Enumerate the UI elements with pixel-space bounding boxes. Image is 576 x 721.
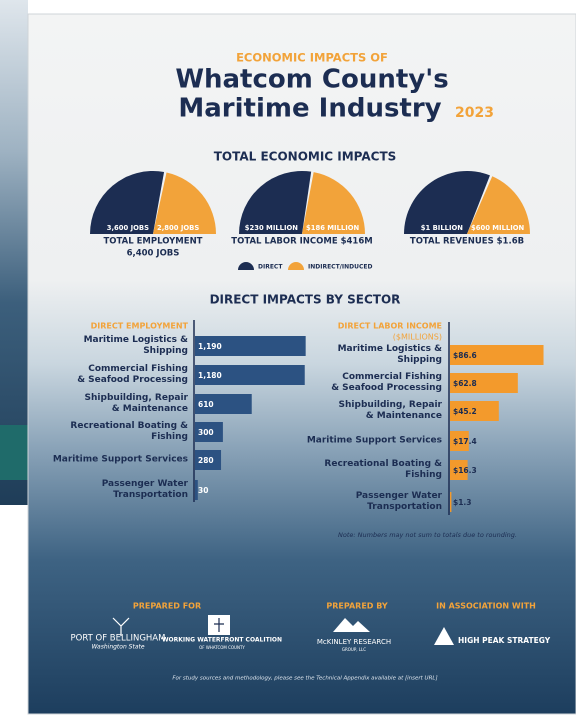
bar-value-label: $17.4 <box>453 437 477 446</box>
port-name: PORT OF BELLINGHAM <box>71 634 166 644</box>
kicker: ECONOMIC IMPACTS OF <box>236 51 388 65</box>
title-year: 2023 <box>455 105 494 121</box>
pie-value-label: $600 MILLION <box>471 224 525 232</box>
bar-value-label: $45.2 <box>453 407 477 416</box>
bar-value-label: $86.6 <box>453 351 477 360</box>
bar-value-label: $62.8 <box>453 379 477 388</box>
bar-category-label: Passenger Water Transportation <box>38 479 188 501</box>
pie-value-label: $230 MILLION <box>245 224 299 232</box>
pie-value-label: 2,800 JOBS <box>157 224 199 232</box>
pie-title: TOTAL LABOR INCOME $416M <box>231 237 372 247</box>
bar-chart-title: DIRECT EMPLOYMENT <box>91 322 189 331</box>
bar <box>450 492 451 512</box>
mckinley-name: McKINLEY RESEARCH <box>317 638 391 646</box>
legend-label: INDIRECT/INDUCED <box>308 264 372 271</box>
mckinley-sub: GROUP, LLC <box>342 647 366 652</box>
side-banner <box>0 425 28 480</box>
bar-chart-subtitle: ($MILLIONS) <box>393 333 442 342</box>
section-title: TOTAL ECONOMIC IMPACTS <box>214 150 397 164</box>
canvas: ECONOMIC IMPACTS OF Whatcom County's Mar… <box>0 0 576 721</box>
section-title: DIRECT IMPACTS BY SECTOR <box>210 293 401 307</box>
footer-heading: PREPARED FOR <box>133 602 201 611</box>
coalition-sub: OF WHATCOM COUNTY <box>199 645 245 650</box>
bar-category-label: Recreational Boating & Fishing <box>292 459 442 481</box>
bar-category-label: Commercial Fishing & Seafood Processing <box>38 364 188 386</box>
bar-chart-title: DIRECT LABOR INCOME <box>338 322 442 331</box>
bar-value-label: 300 <box>198 428 214 437</box>
coalition-name: WORKING WATERFRONT COALITION <box>162 637 282 644</box>
infographic: ECONOMIC IMPACTS OF Whatcom County's Mar… <box>0 0 576 721</box>
bar-value-label: 1,180 <box>198 371 222 380</box>
bar-category-label: Maritime Support Services <box>292 436 442 447</box>
bar-value-label: 280 <box>198 456 214 465</box>
footer-heading: PREPARED BY <box>326 602 388 611</box>
pie-subtitle: 6,400 JOBS <box>127 249 180 259</box>
pie-title: TOTAL EMPLOYMENT <box>104 237 203 247</box>
pie-value-label: $1 BILLION <box>421 224 464 232</box>
bar-category-label: Commercial Fishing & Seafood Processing <box>292 372 442 394</box>
bar-category-label: Shipbuilding, Repair & Maintenance <box>292 400 442 422</box>
bar-category-label: Recreational Boating & Fishing <box>38 421 188 443</box>
bar-value-label: 610 <box>198 400 214 409</box>
bar-value-label: 30 <box>198 486 208 495</box>
bar-category-label: Maritime Support Services <box>38 455 188 466</box>
legend-label: DIRECT <box>258 264 283 271</box>
footer-heading: IN ASSOCIATION WITH <box>436 602 536 611</box>
bar-category-label: Maritime Logistics & Shipping <box>38 335 188 357</box>
port-sub: Washington State <box>91 644 144 651</box>
pie-title: TOTAL REVENUES $1.6B <box>410 237 524 247</box>
highpeak-name: HIGH PEAK STRATEGY <box>458 636 551 645</box>
pie-value-label: 3,600 JOBS <box>107 224 149 232</box>
pie-value-label: $186 MILLION <box>306 224 360 232</box>
bar-value-label: $16.3 <box>453 466 477 475</box>
footer-sources: For study sources and methodology, pleas… <box>172 676 437 682</box>
title-line2: Maritime Industry <box>178 94 441 124</box>
bar-category-label: Maritime Logistics & Shipping <box>292 344 442 366</box>
bar-category-label: Passenger Water Transportation <box>292 491 442 513</box>
bar-value-label: 1,190 <box>198 342 222 351</box>
bar-value-label: $1.3 <box>453 498 472 507</box>
title-line1: Whatcom County's <box>175 65 448 95</box>
note: Note: Numbers may not sum to totals due … <box>338 531 517 539</box>
bar-category-label: Shipbuilding, Repair & Maintenance <box>38 393 188 415</box>
